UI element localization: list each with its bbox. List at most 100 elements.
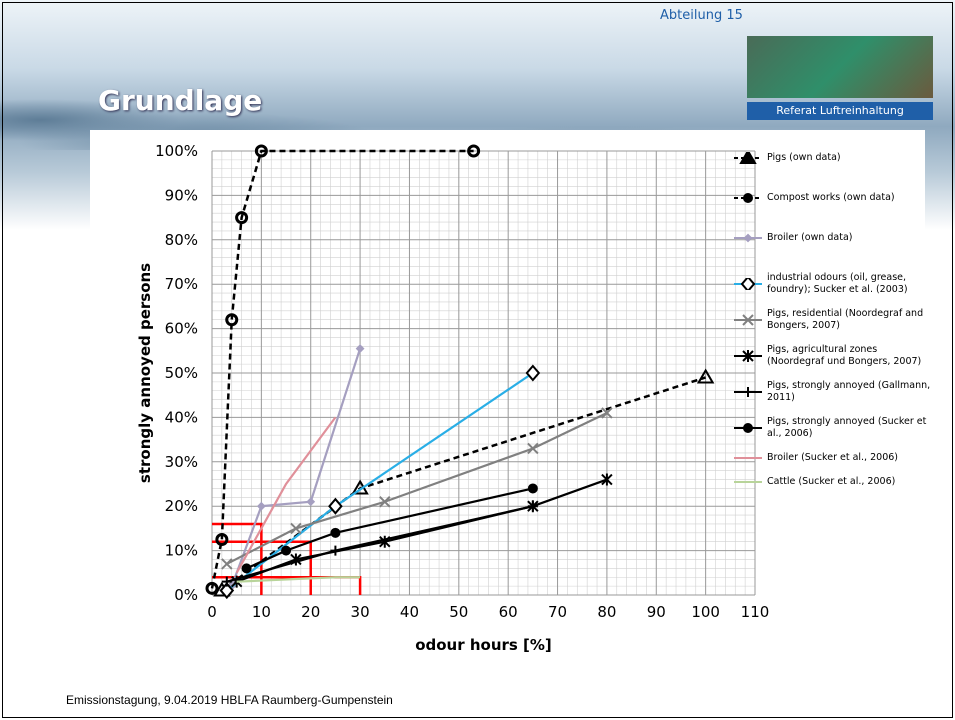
marker [743,423,753,433]
marker [601,407,613,419]
legend-label: Broiler (own data) [767,232,853,243]
marker [740,278,756,290]
header-photo [747,36,933,98]
legend-item: Pigs, strongly annoyed (Sucker et al., 2… [733,416,933,440]
marker [225,313,239,327]
y-tick-label: 100% [155,142,198,160]
y-tick-label: 60% [165,320,198,338]
legend-item: industrial odours (oil, grease, foundry)… [733,272,933,296]
y-tick-label: 20% [165,497,198,515]
legend-item: Broiler (own data) [733,232,933,244]
x-tick-label: 80 [597,603,616,621]
legend-item: Pigs, strongly annoyed (Gallmann, 2011) [733,380,933,404]
legend-swatch [734,152,762,164]
legend-label: Pigs, strongly annoyed (Sucker et al., 2… [767,416,927,439]
legend-item: Pigs, residential (Noordegraf and Bonger… [733,308,933,332]
marker [205,581,219,595]
marker [742,350,754,362]
x-tick-label: 50 [449,603,468,621]
marker [743,387,753,397]
x-tick-label: 100 [691,603,720,621]
x-tick-label: 30 [351,603,370,621]
marker [355,344,365,353]
legend-item: Pigs (own data) [733,152,933,164]
marker [306,497,316,507]
legend-label: Cattle (Sucker et al., 2006) [767,476,896,487]
marker [290,522,302,535]
x-tick-label: 20 [301,603,320,621]
legend-swatch [734,481,762,483]
x-tick-label: 110 [741,603,770,621]
y-tick-label: 30% [165,453,198,471]
legend-swatch [734,423,762,433]
legend-label: Pigs, agricultural zones (Noordegraf und… [767,344,922,367]
marker [601,473,613,486]
marker [527,442,539,455]
y-tick-label: 50% [165,364,198,382]
legend-label: Broiler (Sucker et al., 2006) [767,452,898,463]
legend-label: industrial odours (oil, grease, foundry)… [767,272,908,295]
marker [330,527,341,538]
legend-label: Pigs (own data) [767,152,841,163]
legend-label: Pigs, strongly annoyed (Gallmann, 2011) [767,380,931,403]
legend-swatch [734,193,762,203]
legend-swatch [734,314,762,326]
marker [743,193,753,203]
slide-title: Grundlage [98,84,263,117]
legend-swatch [734,350,762,362]
legend-label: Compost works (own data) [767,192,895,203]
marker [742,314,754,326]
x-axis-label: odour hours [%] [415,636,552,654]
series-line [235,416,337,574]
y-tick-label: 80% [165,231,198,249]
marker [281,545,292,556]
marker [739,152,757,164]
marker [330,545,341,556]
legend-swatch [734,278,762,290]
marker [525,364,541,382]
legend-item: Compost works (own data) [733,192,933,204]
unit-label: Referat Luftreinhaltung [747,102,933,120]
limit-box [212,575,362,595]
marker [254,144,268,158]
y-tick-label: 70% [165,275,198,293]
footer: Emissionstagung, 9.04.2019 HBLFA Raumber… [66,693,393,707]
legend-item: Pigs, agricultural zones (Noordegraf und… [733,344,933,368]
legend-label: Pigs, residential (Noordegraf and Bonger… [767,308,924,331]
x-tick-label: 60 [499,603,518,621]
marker [743,233,753,243]
marker [467,144,481,158]
y-tick-label: 10% [165,542,198,560]
y-tick-label: 40% [165,408,198,426]
marker [696,368,715,384]
marker [219,582,235,600]
y-axis-label: strongly annoyed persons [136,263,154,483]
marker [527,501,538,512]
marker [256,501,266,511]
x-tick-label: 90 [647,603,666,621]
legend: Pigs (own data) Compost works (own data) B… [733,152,933,500]
marker [221,558,233,570]
series-line [210,149,474,589]
y-tick-label: 90% [165,186,198,204]
marker [221,576,232,587]
marker [527,483,538,494]
series-line [230,348,362,587]
x-tick-label: 10 [252,603,271,621]
marker [241,563,252,574]
series-line [236,576,361,583]
department: Abteilung 15 [660,8,743,23]
marker [379,496,391,508]
x-tick-label: 70 [548,603,567,621]
legend-swatch [734,233,762,243]
x-tick-label: 0 [207,603,217,621]
x-tick-label: 40 [400,603,419,621]
marker [215,533,229,546]
marker [328,497,343,515]
legend-item: Broiler (Sucker et al., 2006) [733,452,933,464]
y-tick-label: 0% [174,586,198,604]
series-line [246,487,534,570]
